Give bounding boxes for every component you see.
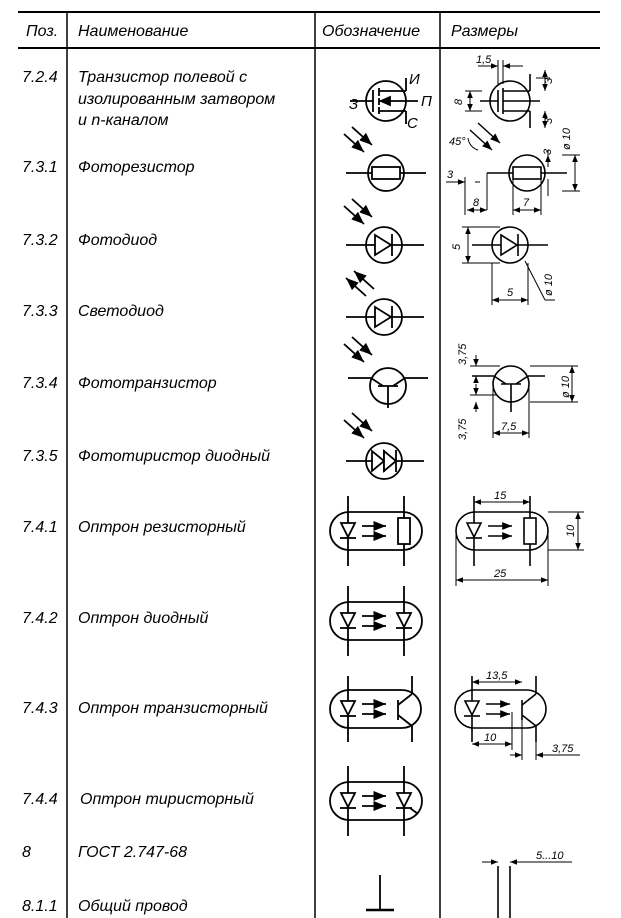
pin-label-substrate: П	[421, 93, 432, 110]
row-name-line: Транзистор полевой с	[78, 69, 247, 86]
pin-label-source: И	[409, 71, 420, 88]
row-8: 8 ГОСТ 2.747-68	[22, 844, 187, 861]
dim-label: 5	[451, 243, 463, 250]
row-pos: 8	[22, 844, 31, 861]
row-7-3-5: 7.3.5 Фототиристор диодный	[22, 448, 270, 465]
dim-label: 13,5	[486, 670, 508, 682]
phototransistor-dimension-drawing	[470, 355, 578, 438]
row-7-3-2: 7.3.2 Фотодиод	[22, 232, 157, 249]
header-pos: Поз.	[26, 23, 58, 40]
led-symbol	[345, 270, 424, 336]
row-pos: 7.4.1	[22, 519, 58, 536]
row-pos: 7.3.4	[22, 375, 58, 392]
optocoupler-thyristor-symbol	[329, 766, 423, 836]
optocoupler-transistor-symbol	[329, 676, 422, 742]
dim-label: 5...10	[536, 850, 564, 862]
row-name-line: ГОСТ 2.747-68	[78, 844, 187, 861]
photodiode-dimension-drawing	[462, 226, 555, 305]
row-name-line: Фототранзистор	[78, 375, 217, 392]
dim-label: 3,75	[457, 418, 469, 440]
table-grid	[18, 11, 600, 918]
table-header: Поз. Наименование Обозначение Размеры	[26, 23, 518, 40]
dim-label: 3	[543, 117, 555, 124]
row-pos: 8.1.1	[22, 898, 58, 915]
dim-label: 1,5	[476, 54, 492, 66]
row-7-4-2: 7.4.2 Оптрон диодный	[22, 610, 209, 627]
row-name-line: Фотодиод	[78, 232, 157, 249]
optocoupler-resistor-dimension-drawing	[455, 496, 584, 586]
dim-label: 3,75	[552, 743, 574, 755]
row-8-1-1: 8.1.1 Общий провод	[22, 898, 188, 915]
row-name-line: Светодиод	[78, 303, 164, 320]
row-pos: 7.4.2	[22, 610, 58, 627]
phototransistor-symbol	[343, 336, 428, 408]
mosfet-symbol	[350, 78, 418, 124]
dim-label: 3,75	[457, 343, 469, 365]
dim-label: ø 10	[560, 375, 572, 398]
row-name-line: Оптрон тиристорный	[80, 791, 254, 808]
dim-label: 10	[484, 732, 497, 744]
dim-label: 45°	[449, 136, 466, 148]
row-name-line: и n-каналом	[78, 112, 168, 129]
header-dimensions: Размеры	[451, 23, 518, 40]
dim-label: 25	[493, 568, 507, 580]
row-name-line: Оптрон транзисторный	[78, 700, 268, 717]
dim-label: 3	[447, 169, 454, 181]
row-7-4-1: 7.4.1 Оптрон резисторный	[22, 519, 246, 536]
common-wire-symbol	[366, 875, 394, 912]
row-name-line: Оптрон диодный	[78, 610, 209, 627]
pin-label-drain: С	[407, 115, 418, 132]
row-pos: 7.3.5	[22, 448, 58, 465]
row-pos: 7.3.1	[22, 159, 58, 176]
dim-label: 3	[543, 77, 555, 84]
photoresistor-symbol	[343, 126, 426, 192]
row-7-4-4: 7.4.4 Оптрон тиристорный	[22, 791, 254, 808]
row-name-line: Оптрон резисторный	[78, 519, 246, 536]
row-pos: 7.3.2	[22, 232, 58, 249]
dim-label: 7	[523, 197, 530, 209]
photoresistor-dimension-drawing	[446, 122, 580, 215]
dim-label: 15	[494, 490, 507, 502]
common-wire-dimension-drawing	[482, 859, 572, 918]
row-pos: 7.4.4	[22, 791, 58, 808]
dim-label: 7,5	[501, 421, 517, 433]
dim-label: 5	[507, 287, 514, 299]
dim-label: 3	[542, 148, 554, 155]
row-name-line: Фототиристор диодный	[78, 448, 270, 465]
row-7-2-4: 7.2.4 Транзистор полевой с изолированным…	[22, 69, 275, 129]
row-7-3-3: 7.3.3 Светодиод	[22, 303, 164, 320]
row-7-4-3: 7.4.3 Оптрон транзисторный	[22, 700, 268, 717]
pin-label-gate: З	[349, 96, 358, 113]
row-name-line: Общий провод	[78, 898, 188, 915]
optocoupler-transistor-dimension-drawing	[454, 676, 580, 760]
photothyristor-symbol	[343, 412, 424, 480]
dim-label: ø 10	[543, 273, 555, 296]
fet-dimension-drawing	[465, 60, 550, 128]
row-name-line: Фоторезистор	[78, 159, 195, 176]
row-pos: 7.4.3	[22, 700, 58, 717]
dim-label: 8	[453, 98, 465, 105]
optocoupler-diode-symbol	[329, 586, 423, 656]
optocoupler-resistor-symbol	[329, 496, 423, 566]
row-pos: 7.3.3	[22, 303, 58, 320]
row-name-line: изолированным затвором	[78, 91, 275, 108]
header-designation: Обозначение	[322, 23, 420, 40]
header-name: Наименование	[78, 23, 189, 40]
photodiode-symbol	[343, 198, 424, 264]
row-7-3-4: 7.3.4 Фототранзистор	[22, 375, 217, 392]
dim-label: 10	[565, 524, 577, 537]
row-7-3-1: 7.3.1 Фоторезистор	[22, 159, 195, 176]
dim-label: 8	[473, 197, 480, 209]
dim-label: ø 10	[561, 127, 573, 150]
row-pos: 7.2.4	[22, 69, 58, 86]
